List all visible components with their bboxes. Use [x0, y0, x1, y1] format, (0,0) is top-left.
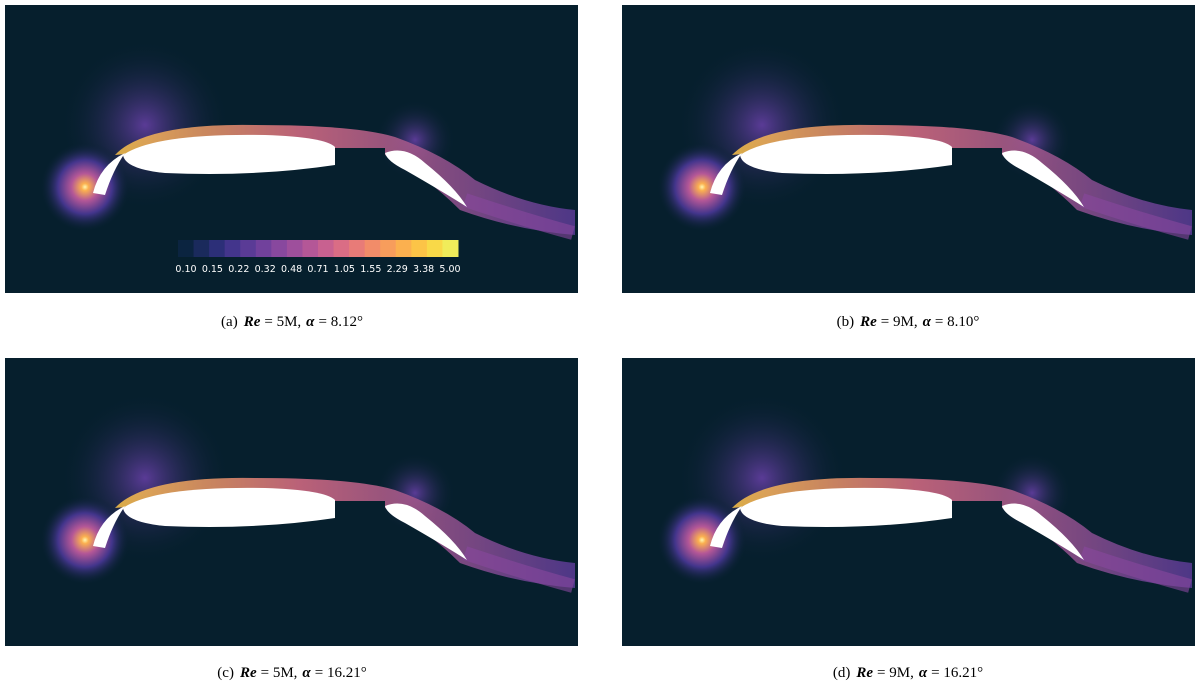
caption: (a) Re= 5M, α= 8.12° [221, 314, 363, 330]
colorbar-swatch [240, 240, 256, 257]
colorbar-swatch [271, 240, 287, 257]
alpha-symbol: α [919, 665, 928, 681]
colorbar-tick-label: 0.15 [202, 264, 223, 275]
colorbar-swatch [287, 240, 303, 257]
alpha-value: = 16.21° [315, 665, 367, 681]
alpha-value: = 8.10° [935, 314, 979, 330]
colorbar-tick-label: 0.32 [255, 264, 276, 275]
colorbar-swatch [178, 240, 194, 257]
colorbar-tick-label: 2.29 [387, 264, 408, 275]
colorbar-tick-label: 0.71 [307, 264, 328, 275]
caption-label: (a) [221, 314, 238, 330]
re-symbol: Re [239, 665, 257, 681]
alpha-symbol: α [302, 665, 311, 681]
colorbar-swatch [396, 240, 412, 257]
colorbar-tick-label: 5.00 [439, 264, 460, 275]
re-symbol: Re [243, 314, 261, 330]
colorbar-tick-label: 1.05 [334, 264, 355, 275]
colorbar-tick-label: 1.55 [360, 264, 381, 275]
caption-label: (b) [837, 314, 855, 330]
colorbar-swatch [256, 240, 272, 257]
re-symbol: Re [855, 665, 873, 681]
re-value: = 9M, [877, 665, 914, 681]
colorbar-tick-label: 3.38 [413, 264, 434, 275]
colorbar-swatch [380, 240, 396, 257]
colorbar-tick-label: 0.10 [175, 264, 196, 275]
re-value: = 5M, [261, 665, 298, 681]
caption: (b)Re= 9M, α= 8.10° [837, 314, 980, 330]
re-value: = 5M, [264, 314, 301, 330]
colorbar-tick-label: 0.48 [281, 264, 302, 275]
colorbar-swatch [334, 240, 350, 257]
colorbar-swatch [225, 240, 241, 257]
colorbar-swatch [194, 240, 210, 257]
caption: (d)Re= 9M, α= 16.21° [833, 665, 983, 681]
colorbar-swatch [209, 240, 225, 257]
colorbar-swatch [427, 240, 443, 257]
re-symbol: Re [859, 314, 877, 330]
colorbar-swatch [442, 240, 458, 257]
alpha-symbol: α [306, 314, 315, 330]
colorbar-swatch [411, 240, 427, 257]
colorbar-swatch [365, 240, 381, 257]
figure: 0.10 0.15 0.22 0.32 0.48 0.71 1.05 1.55 2.29 3.38… [0, 0, 1196, 690]
re-value: = 9M, [881, 314, 918, 330]
caption: (c) Re= 5M,α= 16.21° [217, 665, 366, 681]
caption-label: (d) [833, 665, 851, 681]
alpha-value: = 8.12° [318, 314, 362, 330]
colorbar-swatch [302, 240, 318, 257]
alpha-value: = 16.21° [931, 665, 983, 681]
alpha-symbol: α [923, 314, 932, 330]
colorbar-swatch [318, 240, 334, 257]
colorbar-swatch [349, 240, 365, 257]
colorbar-tick-label: 0.22 [228, 264, 249, 275]
caption-label: (c) [217, 665, 234, 681]
